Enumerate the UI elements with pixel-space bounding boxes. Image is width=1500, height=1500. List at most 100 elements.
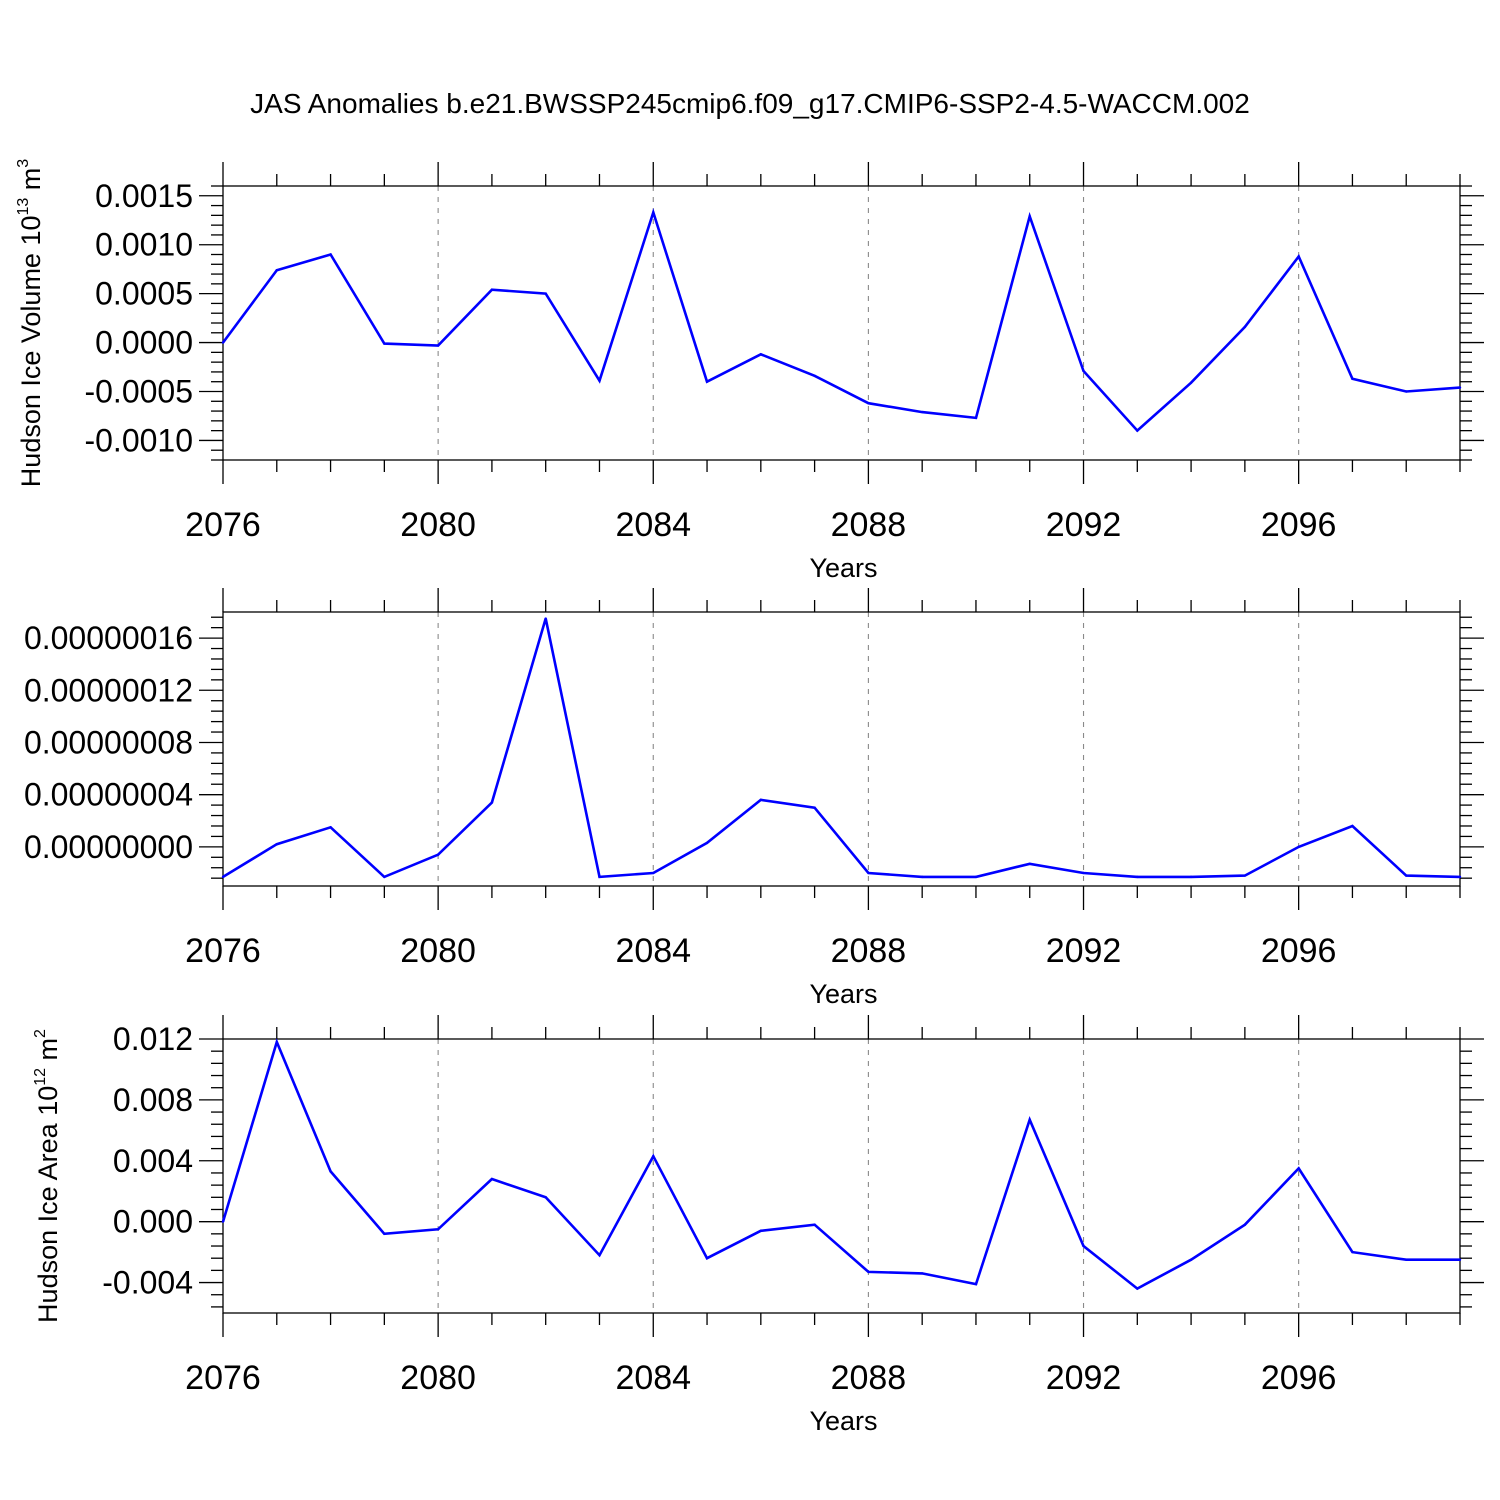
x-axis-label: Years xyxy=(809,553,877,583)
data-point xyxy=(1351,824,1354,828)
data-point xyxy=(759,1229,763,1233)
data-point xyxy=(1243,1223,1247,1226)
data-point xyxy=(490,1177,494,1181)
x-tick-label: 2084 xyxy=(615,932,691,970)
data-point xyxy=(1297,255,1300,258)
data-point xyxy=(1136,1287,1139,1290)
data-point xyxy=(1351,1250,1354,1254)
x-axis-label: Years xyxy=(809,1406,877,1436)
data-point xyxy=(920,410,924,414)
x-axis-label: Years xyxy=(809,979,877,1009)
data-point xyxy=(705,380,709,383)
data-point xyxy=(759,798,763,802)
data-point xyxy=(275,1040,278,1044)
data-point xyxy=(1243,874,1247,877)
data-point xyxy=(867,871,870,875)
data-point xyxy=(1405,390,1408,393)
y-tick-label: 0.012 xyxy=(113,1021,193,1057)
data-point xyxy=(705,841,709,845)
data-point xyxy=(1082,871,1085,875)
data-point xyxy=(652,211,655,214)
plot-frame xyxy=(222,1038,1461,1314)
data-point xyxy=(275,268,278,272)
data-point xyxy=(598,379,601,382)
y-tick-label: 0.00000000 xyxy=(24,829,193,865)
data-point xyxy=(974,1282,978,1286)
data-point xyxy=(813,1223,816,1226)
y-tick-label: 0.0005 xyxy=(95,276,193,312)
data-point xyxy=(544,292,547,295)
y-tick-label: 0.0000 xyxy=(95,325,193,361)
data-point xyxy=(1297,1167,1300,1170)
y-tick-label: -0.004 xyxy=(102,1265,193,1301)
y-tick-label: 0.00000008 xyxy=(24,724,193,760)
x-tick-label: 2076 xyxy=(185,1359,261,1397)
data-point xyxy=(275,843,278,846)
x-tick-label: 2080 xyxy=(400,1359,476,1397)
x-tick-label: 2080 xyxy=(400,506,476,544)
x-tick-label: 2076 xyxy=(185,506,261,544)
data-point xyxy=(598,875,601,879)
data-point xyxy=(1405,874,1408,877)
data-point xyxy=(544,1196,547,1199)
y-tick-label: 0.0015 xyxy=(95,178,193,214)
data-point xyxy=(329,826,332,829)
x-tick-label: 2092 xyxy=(1046,1359,1122,1397)
data-point xyxy=(1189,381,1193,384)
x-tick-label: 2080 xyxy=(400,932,476,970)
data-point xyxy=(1136,875,1139,879)
y-tick-label: -0.0010 xyxy=(84,422,193,458)
panel-3: 2076 2080 2084 2088 2092 2096 0.012 0.008 0.004 0… xyxy=(32,1015,1484,1436)
x-tick-label: 2096 xyxy=(1261,506,1337,544)
x-tick-label: 2088 xyxy=(831,506,907,544)
x-tick-label: 2096 xyxy=(1261,932,1337,970)
data-point xyxy=(1458,875,1462,879)
data-point xyxy=(652,1155,655,1158)
data-point xyxy=(974,416,978,420)
data-point xyxy=(544,617,547,620)
y-tick-label: 0.0010 xyxy=(95,227,193,263)
series-line xyxy=(221,1038,1460,1291)
data-point xyxy=(813,806,816,809)
data-point xyxy=(813,374,816,378)
plot-frame xyxy=(222,611,1461,887)
data-point xyxy=(652,871,655,875)
data-point xyxy=(598,1253,601,1257)
data-point xyxy=(1458,1258,1462,1261)
y-axis-label: Hudson Ice Volume 1013 m3 xyxy=(15,159,46,487)
x-tick-label: 2076 xyxy=(185,932,261,970)
data-point xyxy=(221,1220,225,1223)
x-tick-label: 2092 xyxy=(1046,932,1122,970)
data-point xyxy=(329,253,332,256)
data-point xyxy=(1243,325,1247,329)
data-point xyxy=(221,875,225,879)
data-point xyxy=(867,1270,870,1274)
y-tick-label: -0.0005 xyxy=(84,374,193,410)
data-point xyxy=(383,1232,386,1236)
data-point xyxy=(383,342,386,345)
data-point xyxy=(436,1228,440,1231)
data-point xyxy=(1082,1244,1085,1248)
x-tick-label: 2084 xyxy=(615,1359,691,1397)
y-tick-label: 0.00000004 xyxy=(24,777,193,813)
data-point xyxy=(1082,369,1085,373)
data-point xyxy=(490,801,494,804)
data-point xyxy=(490,288,494,291)
data-point xyxy=(705,1257,709,1260)
data-point xyxy=(1297,845,1300,849)
y-tick-label: 0.00000012 xyxy=(24,672,193,708)
figure-title: JAS Anomalies b.e21.BWSSP245cmip6.f09_g1… xyxy=(250,88,1250,119)
y-tick-label: 0.004 xyxy=(113,1143,193,1179)
x-tick-label: 2092 xyxy=(1046,506,1122,544)
data-point xyxy=(436,853,440,856)
data-point xyxy=(436,344,440,347)
data-point xyxy=(1458,386,1462,389)
series-line xyxy=(222,618,1461,879)
data-point xyxy=(329,1170,332,1173)
data-point xyxy=(1136,429,1139,432)
data-point xyxy=(1189,875,1193,879)
y-tick-label: 0.008 xyxy=(113,1082,193,1118)
panel-2: 2076 2080 2084 2088 2092 2096 0.00000016 0.0000… xyxy=(24,588,1484,1009)
data-point xyxy=(1189,1258,1193,1261)
